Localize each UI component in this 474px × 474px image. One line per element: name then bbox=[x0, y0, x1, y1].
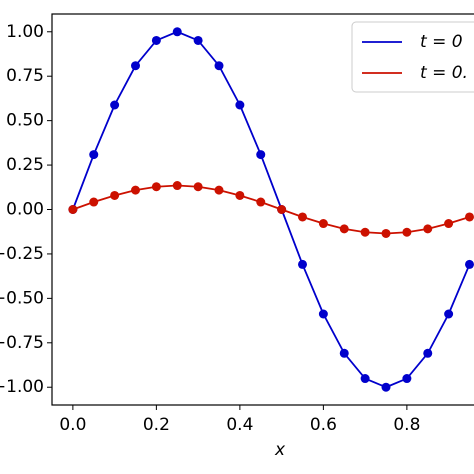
plot-frame bbox=[51, 13, 474, 406]
x-tick-label: 0.8 bbox=[393, 415, 420, 435]
data-point bbox=[423, 348, 433, 358]
x-tick-label: 0.4 bbox=[226, 415, 253, 435]
data-point bbox=[381, 228, 391, 238]
data-point bbox=[235, 100, 245, 110]
data-point bbox=[89, 150, 99, 160]
data-point bbox=[318, 219, 328, 229]
data-point bbox=[465, 259, 474, 269]
y-tick-label: 1.00 bbox=[6, 22, 44, 42]
data-point bbox=[68, 205, 78, 214]
data-point bbox=[172, 27, 182, 37]
y-tick-label: 0.00 bbox=[6, 200, 44, 220]
y-tick-label: −1.00 bbox=[0, 377, 44, 397]
data-point bbox=[151, 182, 161, 192]
data-point bbox=[214, 185, 224, 195]
y-tick-label: −0.75 bbox=[0, 333, 44, 353]
data-point bbox=[193, 35, 203, 45]
data-point bbox=[235, 190, 245, 200]
data-point bbox=[110, 100, 120, 110]
data-point bbox=[318, 309, 328, 319]
data-point bbox=[402, 374, 412, 384]
data-point bbox=[277, 205, 287, 214]
x-tick-label: 0.2 bbox=[143, 415, 170, 435]
data-point bbox=[360, 374, 370, 384]
data-point bbox=[298, 212, 307, 222]
data-point bbox=[339, 348, 349, 358]
legend-box bbox=[351, 21, 474, 93]
y-tick-label: −0.25 bbox=[0, 244, 44, 264]
x-tick-label: 0.0 bbox=[59, 415, 86, 435]
y-tick-label: 0.50 bbox=[6, 111, 44, 131]
legend-label: t = 0. bbox=[420, 63, 468, 83]
data-point bbox=[444, 309, 454, 319]
data-point bbox=[172, 181, 182, 191]
data-point bbox=[256, 150, 266, 160]
data-point bbox=[360, 227, 370, 237]
data-point bbox=[465, 212, 474, 222]
x-axis-label: x bbox=[274, 440, 286, 460]
data-point bbox=[402, 227, 412, 237]
data-point bbox=[131, 185, 140, 195]
data-point bbox=[256, 197, 266, 207]
data-point bbox=[193, 182, 203, 192]
data-point bbox=[151, 35, 161, 45]
data-point bbox=[110, 190, 120, 200]
data-point bbox=[339, 224, 349, 234]
data-point bbox=[131, 61, 140, 71]
y-tick-label: 0.25 bbox=[6, 155, 44, 175]
y-tick-label: 0.75 bbox=[6, 66, 44, 86]
data-point bbox=[298, 259, 307, 269]
data-point bbox=[89, 197, 99, 207]
x-tick-label: 0.6 bbox=[310, 415, 337, 435]
data-point bbox=[423, 224, 433, 234]
legend-label: t = 0 bbox=[420, 32, 463, 52]
y-tick-label: −0.50 bbox=[0, 288, 44, 308]
data-point bbox=[444, 219, 454, 229]
data-point bbox=[214, 61, 224, 71]
data-point bbox=[381, 382, 391, 392]
